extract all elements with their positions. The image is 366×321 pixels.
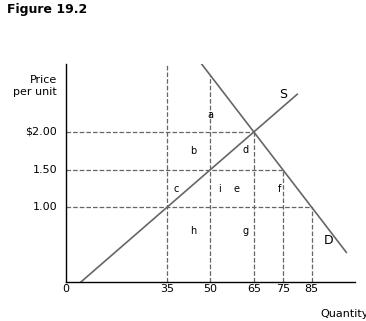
Text: d: d [242,145,248,155]
Text: g: g [242,226,248,236]
Text: h: h [190,226,196,236]
Text: b: b [190,146,196,156]
Text: i: i [218,184,220,194]
Text: S: S [279,88,287,101]
Text: $2.00: $2.00 [26,127,57,137]
Text: Figure 19.2: Figure 19.2 [7,3,87,16]
Text: a: a [208,110,213,120]
Text: 1.00: 1.00 [33,202,57,212]
Text: D: D [324,234,334,247]
Text: e: e [234,184,239,194]
Text: f: f [278,184,281,194]
Text: Quantity
(units): Quantity (units) [320,309,366,321]
Text: 1.50: 1.50 [33,165,57,175]
Text: c: c [173,184,179,194]
Text: Price
per unit: Price per unit [14,75,57,97]
